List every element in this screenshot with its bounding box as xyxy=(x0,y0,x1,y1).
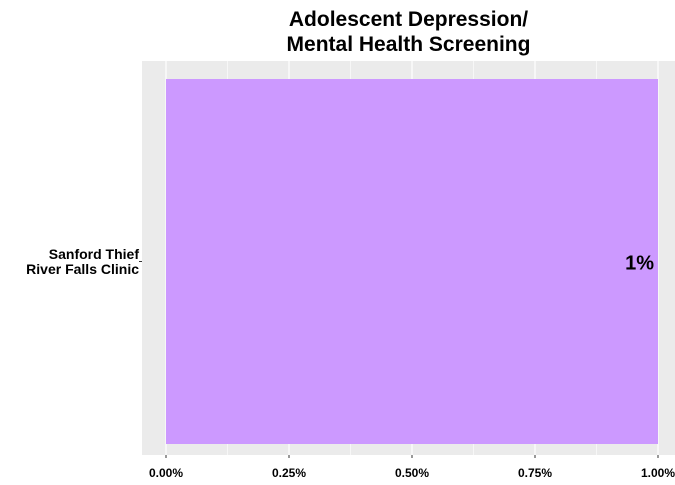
bar xyxy=(166,79,658,444)
chart-title-line-2: Mental Health Screening xyxy=(286,33,531,56)
x-tick-label: 0.00% xyxy=(149,466,183,480)
x-tick-label: 0.25% xyxy=(272,466,306,480)
x-tick-label: 1.00% xyxy=(641,466,675,480)
x-tick-label: 0.50% xyxy=(395,466,429,480)
x-tick-label: 0.75% xyxy=(518,466,552,480)
category-label: Sanford Thief xyxy=(49,246,140,262)
category-label: River Falls Clinic xyxy=(26,261,139,277)
chart-title-line-1: Adolescent Depression/ xyxy=(288,8,529,31)
data-label: 1% xyxy=(625,253,654,275)
